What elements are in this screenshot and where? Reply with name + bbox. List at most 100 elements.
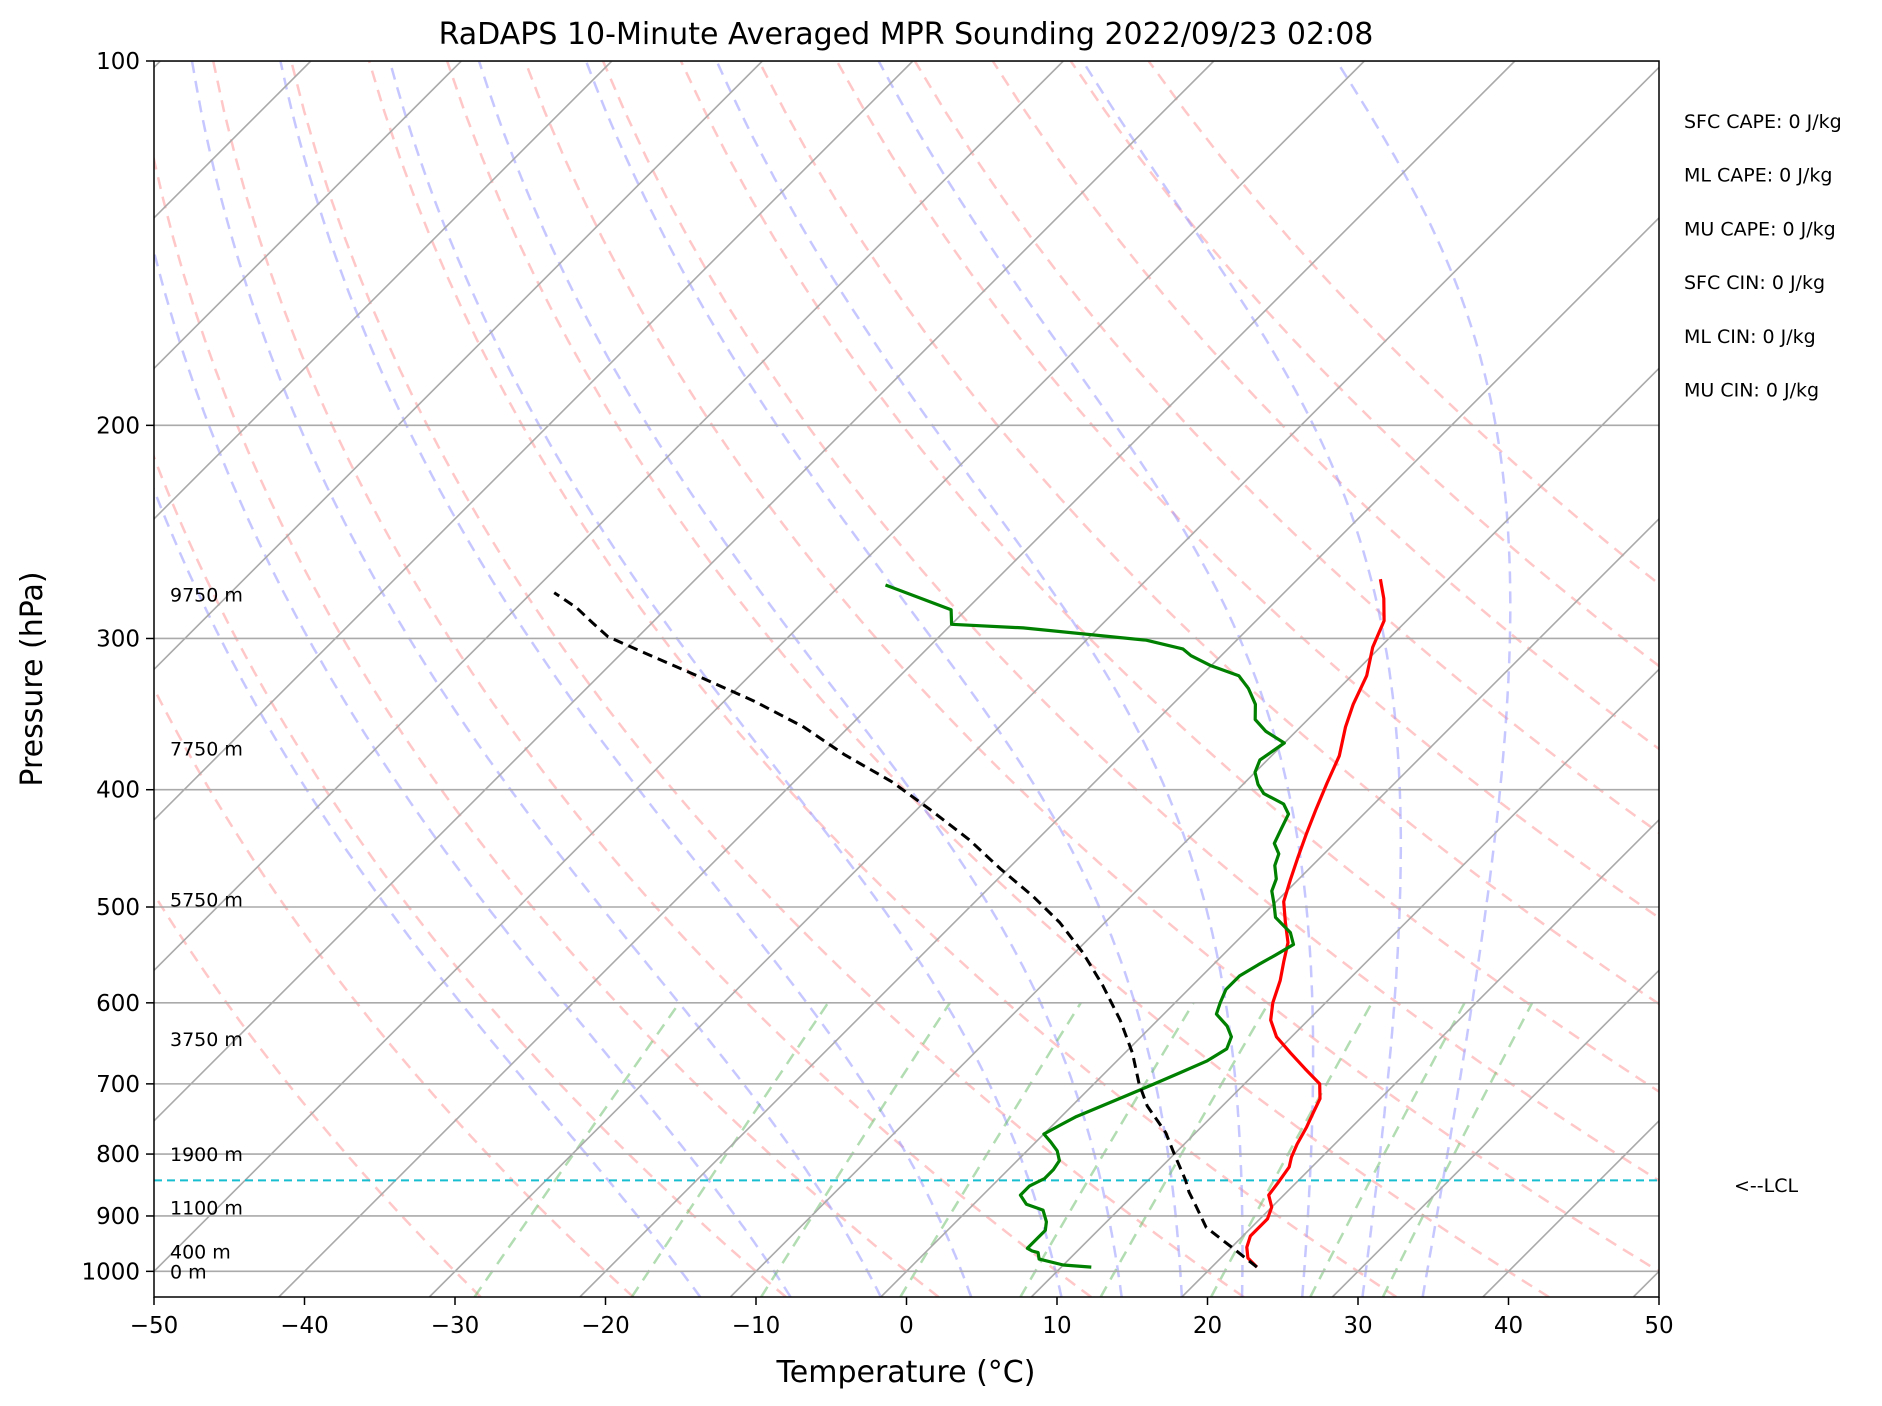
- chart-title: RaDAPS 10-Minute Averaged MPR Sounding 2…: [439, 17, 1374, 52]
- height-label: 5750 m: [170, 890, 243, 912]
- y-tick-label: 900: [96, 1204, 140, 1230]
- isotherm-line: [1331, 969, 1659, 1297]
- index-text: SFC CIN: 0 J/kg: [1684, 272, 1825, 294]
- dry-adiabat: [601, 61, 1659, 1183]
- height-labels: 9750 m 7750 m 5750 m 3750 m 1900 m 1100 m 400 …: [170, 585, 243, 1284]
- y-tick-label: 300: [96, 626, 140, 652]
- moist-adiabat: [279, 61, 973, 1297]
- dry-adiabat: [757, 61, 1659, 1006]
- dry-adiabat: [289, 61, 1245, 1297]
- dry-adiabat: [211, 61, 1092, 1297]
- height-label: 1900 m: [170, 1144, 243, 1166]
- moist-adiabat: [477, 61, 1123, 1297]
- dry-adiabat: [913, 61, 1659, 835]
- dry-adiabat: [679, 61, 1659, 1094]
- index-text: SFC CAPE: 0 J/kg: [1684, 111, 1842, 133]
- index-text: MU CIN: 0 J/kg: [1684, 380, 1819, 402]
- y-axis-label: Pressure (hPa): [15, 571, 50, 786]
- dry-adiabat: [445, 61, 1550, 1297]
- isotherm-line: [1030, 668, 1659, 1297]
- isotherm-line: [1181, 818, 1659, 1297]
- x-tick-label: −50: [130, 1313, 179, 1339]
- series-line-2: [884, 583, 1296, 1269]
- y-tick-label: 800: [96, 1142, 140, 1168]
- moist-adiabat: [154, 486, 702, 1297]
- mixing-ratio-line: [899, 1002, 1082, 1297]
- y-tick-label: 200: [96, 413, 140, 439]
- lcl-label: <--LCL: [1734, 1175, 1798, 1197]
- moist-adiabat: [584, 61, 1184, 1297]
- moist-adiabat: [715, 61, 1244, 1297]
- x-tick-label: −30: [431, 1313, 480, 1339]
- index-text: MU CAPE: 0 J/kg: [1684, 218, 1836, 240]
- x-tick-label: −40: [280, 1313, 329, 1339]
- height-label: 7750 m: [170, 739, 243, 761]
- series-lines: [553, 578, 1386, 1269]
- isotherm-line: [428, 66, 1659, 1297]
- x-axis-ticks: −50 −40 −30 −20 −10 0 10 20 30 40 50: [130, 1297, 1674, 1339]
- stability-indices: SFC CAPE: 0 J/kg ML CAPE: 0 J/kg MU CAPE: …: [1684, 111, 1842, 402]
- moist-adiabat: [388, 61, 1063, 1297]
- isotherm-line: [579, 216, 1659, 1297]
- isotherm-line: [154, 61, 1215, 1122]
- x-tick-label: 40: [1494, 1313, 1523, 1339]
- dry-adiabat: [154, 453, 787, 1297]
- mixing-ratio-line: [630, 1002, 830, 1297]
- dry-adiabat: [523, 61, 1659, 1273]
- height-label: 1100 m: [170, 1198, 243, 1220]
- index-text: ML CAPE: 0 J/kg: [1684, 165, 1832, 187]
- isotherm-line: [1632, 1270, 1659, 1297]
- mixing-ratio-line: [1019, 1002, 1195, 1297]
- y-tick-label: 700: [96, 1072, 140, 1098]
- x-tick-label: −10: [732, 1313, 781, 1339]
- mixing-ratio-line: [1209, 1002, 1373, 1297]
- mixing-ratio-line: [1099, 1002, 1270, 1297]
- moist-adiabat: [1335, 61, 1512, 1297]
- isotherm-line: [880, 517, 1659, 1297]
- height-label: 3750 m: [170, 1029, 243, 1051]
- height-label: 9750 m: [170, 585, 243, 607]
- moist-adiabat: [1081, 61, 1403, 1297]
- x-axis-label: Temperature (°C): [776, 1355, 1036, 1390]
- x-tick-label: 20: [1193, 1313, 1222, 1339]
- isotherm-line: [154, 61, 914, 821]
- y-tick-label: 500: [96, 895, 140, 921]
- mixing-ratio-line: [1381, 1002, 1534, 1297]
- series-line-1: [1245, 578, 1386, 1269]
- y-tick-label: 600: [96, 991, 140, 1017]
- isotherm-line: [154, 61, 462, 370]
- dry-adiabat: [154, 153, 940, 1297]
- isotherm-line: [1482, 1119, 1659, 1297]
- y-tick-label: 100: [96, 49, 140, 75]
- y-tick-label: 1000: [81, 1259, 140, 1285]
- isotherm-line: [154, 61, 613, 520]
- dry-adiabat: [154, 686, 635, 1297]
- index-text: ML CIN: 0 J/kg: [1684, 326, 1816, 348]
- y-tick-label: 400: [96, 778, 140, 804]
- dry-adiabat: [1069, 61, 1659, 668]
- isotherm-line: [729, 367, 1659, 1297]
- y-axis-ticks: 100 200 300 400 500 600 700 800 900 1000: [81, 49, 154, 1285]
- x-tick-label: −20: [581, 1313, 630, 1339]
- dry-adiabat: [991, 61, 1659, 751]
- moist-adiabat: [154, 246, 792, 1297]
- x-tick-label: 50: [1644, 1313, 1673, 1339]
- isotherm-line: [154, 61, 1064, 972]
- moist-adiabat: [877, 61, 1315, 1297]
- dry-adiabat: [835, 61, 1659, 920]
- x-tick-label: 0: [899, 1313, 914, 1339]
- mixing-ratio-line: [760, 1002, 951, 1297]
- dry-adiabat: [1147, 61, 1659, 586]
- grid-lines: [0, 61, 1659, 1297]
- isotherm-line: [154, 61, 1365, 1273]
- isotherm-line: [0, 61, 10, 1297]
- plot-frame: [153, 60, 1660, 1298]
- isotherm-line: [154, 61, 763, 671]
- mixing-ratio-line: [473, 1002, 681, 1297]
- height-label: 400 m: [170, 1242, 231, 1264]
- moist-adiabat: [190, 61, 883, 1297]
- background-lines: [154, 61, 1659, 1297]
- x-tick-label: 10: [1042, 1313, 1071, 1339]
- height-label: 0 m: [170, 1261, 207, 1283]
